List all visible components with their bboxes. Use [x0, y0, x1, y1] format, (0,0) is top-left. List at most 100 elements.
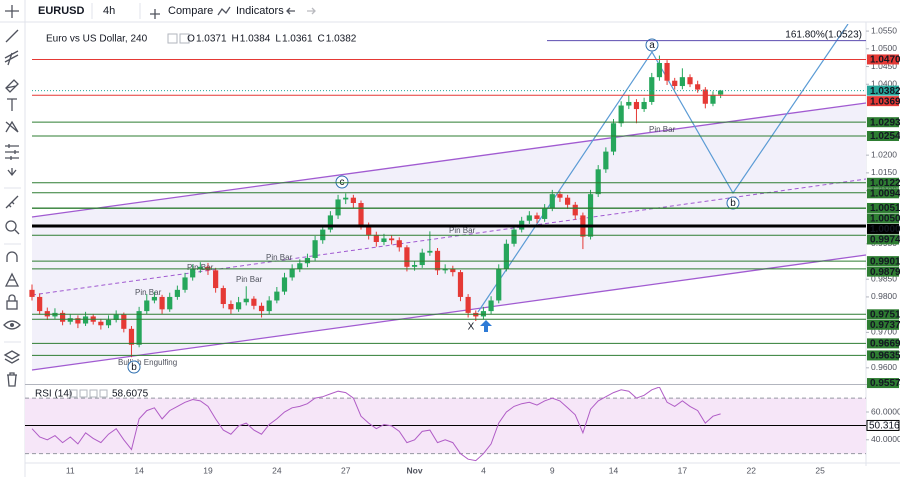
level-label-box: [867, 350, 899, 361]
x-tick-label: Nov: [407, 465, 423, 475]
candle-body: [396, 240, 402, 248]
annotation: Bullish Engulfing: [118, 358, 177, 367]
indicators-button[interactable]: Indicators: [236, 5, 284, 17]
rsi-line: [31, 387, 721, 462]
candle-body: [511, 229, 517, 244]
x-tick-label: 11: [66, 465, 75, 475]
annotation: Pin Bar: [649, 125, 676, 134]
candle-body: [312, 240, 318, 258]
magnet-tool[interactable]: [6, 251, 18, 262]
candle-body: [457, 272, 464, 297]
legend-value: 1.0361: [282, 34, 313, 45]
legend-label: O: [187, 34, 195, 45]
level-label: 0.9669: [870, 339, 900, 350]
candle-body: [29, 289, 35, 297]
indicators-icon[interactable]: [217, 6, 231, 16]
candle-body: [182, 277, 188, 290]
x-tick-label: 27: [341, 465, 351, 475]
level-label-box: [867, 256, 899, 267]
crosshair-tool[interactable]: [5, 5, 19, 18]
candle-body: [266, 300, 272, 312]
candle-body: [434, 250, 441, 271]
x-tick-label: 19: [203, 465, 213, 475]
interval[interactable]: 4h: [103, 5, 115, 17]
lock-tool[interactable]: [6, 300, 18, 310]
compare-icon[interactable]: [150, 9, 160, 19]
level-label: 1.0000: [870, 224, 900, 235]
y-tick-label: 0.9800: [871, 291, 897, 301]
annotation: Pin Bar: [266, 253, 293, 262]
brush-tool[interactable]: [5, 79, 19, 93]
candle-body: [98, 321, 104, 326]
lock-shackle: [8, 294, 16, 301]
candle-body: [687, 77, 693, 85]
legend-button[interactable]: [79, 389, 88, 398]
annotation: Pin Bar: [449, 226, 476, 235]
candle-body: [159, 296, 165, 310]
redo-icon[interactable]: [307, 7, 316, 15]
level-label-box: [867, 177, 899, 188]
channel-middle: [31, 178, 866, 296]
zoom-tool[interactable]: [5, 220, 17, 232]
pattern-tool[interactable]: [5, 120, 19, 133]
candle-body: [633, 101, 640, 110]
rsi-title: RSI (14): [35, 389, 72, 400]
legend-button[interactable]: [99, 389, 108, 398]
delete-tool[interactable]: [7, 372, 17, 387]
candle-body: [641, 101, 647, 110]
candle-body: [488, 300, 494, 312]
candle-body: [228, 304, 234, 310]
fib-label: 161.80%(1.0523): [785, 29, 862, 40]
candle-body: [128, 328, 135, 345]
candle-body: [274, 291, 280, 301]
level-label-box: [867, 54, 899, 65]
candle-body: [442, 268, 448, 271]
level-label-box: [867, 96, 899, 107]
more-tools[interactable]: [7, 168, 17, 177]
x-tick-label: 25: [815, 465, 825, 475]
pitchfork-tool[interactable]: [4, 50, 19, 66]
candle-body: [404, 247, 410, 267]
level-label: 0.9635: [870, 351, 900, 362]
undo-icon[interactable]: [286, 7, 295, 15]
level-label: 0.9901: [870, 256, 900, 267]
text-tool[interactable]: [7, 98, 17, 111]
legend-button[interactable]: [179, 33, 190, 44]
ruler-tool[interactable]: [5, 195, 19, 209]
x-tick-label: 17: [678, 465, 688, 475]
candle-body: [603, 151, 609, 170]
level-label-box: [867, 117, 899, 128]
legend-button[interactable]: [167, 33, 178, 44]
hide-tool[interactable]: [3, 320, 21, 330]
drawing-mode-tool[interactable]: [4, 272, 20, 287]
legend-button[interactable]: [69, 389, 78, 398]
level-label: 1.0293: [870, 117, 900, 128]
compare-button[interactable]: Compare: [168, 5, 213, 17]
x-tick-label: 9: [550, 465, 555, 475]
candle-body: [151, 296, 158, 301]
wave-marker: [335, 175, 349, 189]
symbol[interactable]: EURUSD: [38, 5, 85, 17]
rsi-tick-label: 60.0000: [871, 406, 900, 416]
level-label: 1.0470: [870, 55, 900, 66]
y-tick-label: 0.9700: [871, 327, 897, 337]
legend-label: L: [275, 34, 281, 45]
trendline-tool[interactable]: [5, 29, 19, 43]
level-label-box: [867, 319, 899, 330]
candle-body: [213, 270, 219, 289]
legend-button[interactable]: [89, 389, 98, 398]
candle-body: [144, 300, 150, 312]
level-label: 0.9974: [870, 235, 900, 246]
candle-body: [197, 266, 203, 269]
prediction-tool[interactable]: [5, 144, 19, 160]
layers-tool[interactable]: [3, 350, 21, 364]
rsi-tick-label: 40.0000: [871, 434, 900, 444]
candle-body: [37, 296, 43, 312]
candle-body: [595, 169, 601, 195]
candle-body: [572, 204, 578, 216]
candle-body: [695, 84, 701, 90]
candle-body: [389, 238, 395, 241]
level-label-box: [867, 213, 899, 224]
level-label: 0.9737: [870, 320, 900, 331]
